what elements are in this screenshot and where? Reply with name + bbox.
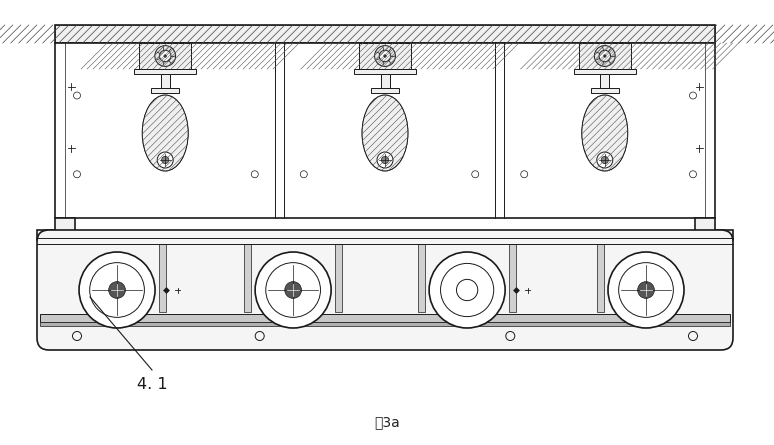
Ellipse shape (142, 95, 188, 171)
FancyBboxPatch shape (37, 230, 733, 350)
Bar (40, 322, 730, 326)
Circle shape (384, 55, 386, 57)
Bar (244, 244, 251, 312)
Circle shape (164, 55, 166, 57)
Bar (335, 244, 342, 312)
Bar (55, 25, 715, 43)
Circle shape (429, 252, 505, 328)
Bar (354, 69, 416, 74)
Bar (418, 244, 425, 312)
Circle shape (159, 50, 171, 62)
Text: 图3a: 图3a (374, 415, 400, 429)
Circle shape (608, 252, 684, 328)
Circle shape (90, 263, 145, 317)
Circle shape (457, 279, 478, 301)
Circle shape (255, 252, 331, 328)
Bar (159, 244, 166, 312)
Bar (151, 88, 180, 93)
Bar (40, 314, 730, 322)
Circle shape (265, 263, 320, 317)
Circle shape (440, 263, 494, 316)
Ellipse shape (582, 95, 628, 171)
Bar (134, 69, 197, 74)
Bar (371, 88, 399, 93)
Circle shape (599, 50, 611, 62)
Bar (597, 244, 604, 312)
Bar (359, 43, 411, 69)
Ellipse shape (362, 95, 408, 171)
Circle shape (597, 152, 613, 168)
Circle shape (285, 282, 302, 298)
Bar (381, 74, 389, 88)
Bar (579, 43, 631, 69)
Polygon shape (695, 218, 733, 240)
Circle shape (379, 50, 391, 62)
Circle shape (79, 252, 155, 328)
Circle shape (157, 152, 173, 168)
Polygon shape (37, 218, 75, 240)
Circle shape (604, 55, 606, 57)
Bar (139, 43, 191, 69)
Bar (591, 88, 618, 93)
Circle shape (601, 156, 608, 164)
Circle shape (618, 263, 673, 317)
Bar (579, 43, 631, 69)
Circle shape (638, 282, 654, 298)
Circle shape (108, 282, 125, 298)
Circle shape (594, 45, 615, 66)
Circle shape (162, 156, 169, 164)
Bar (359, 43, 411, 69)
Bar (509, 244, 516, 312)
Bar (161, 74, 170, 88)
Bar (55, 25, 715, 43)
Circle shape (155, 45, 176, 66)
Circle shape (382, 156, 389, 164)
Bar (601, 74, 609, 88)
Circle shape (375, 45, 396, 66)
Text: 4. 1: 4. 1 (137, 377, 167, 392)
Bar (574, 69, 635, 74)
Bar (139, 43, 191, 69)
Bar (55, 43, 715, 218)
Circle shape (377, 152, 393, 168)
